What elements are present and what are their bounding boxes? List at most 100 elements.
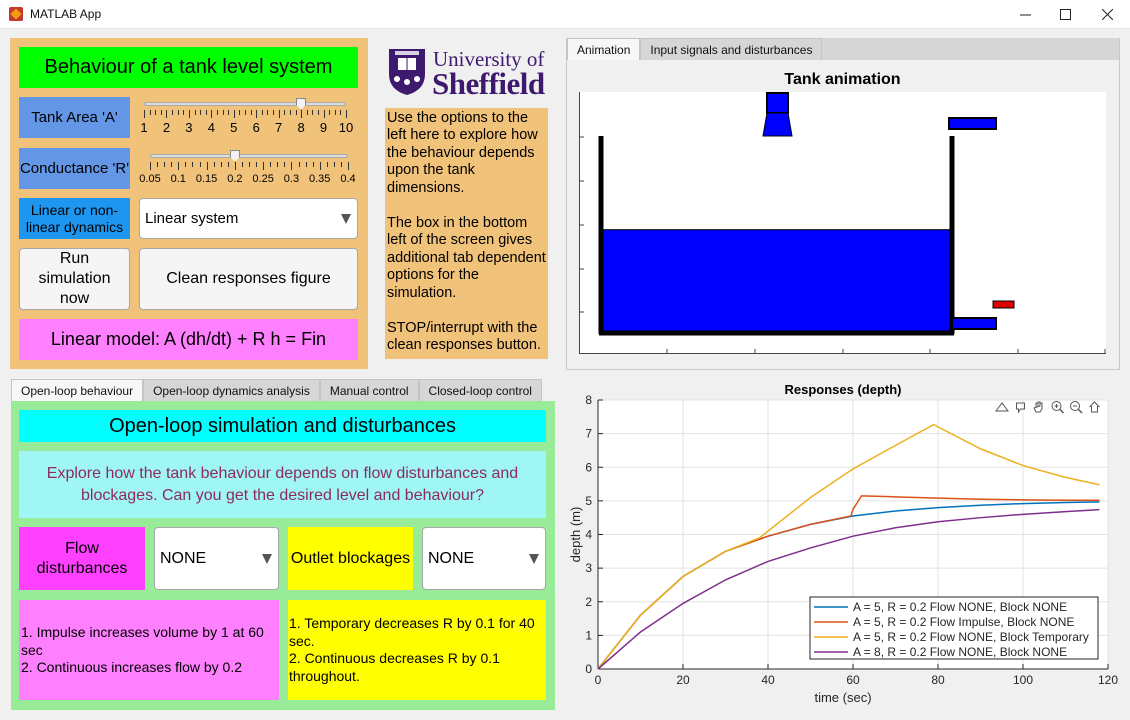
slider-tick-label: 6 bbox=[252, 120, 260, 135]
slider-tick bbox=[239, 110, 241, 115]
slider-tick bbox=[295, 110, 297, 115]
close-button[interactable] bbox=[1084, 0, 1130, 29]
data-tips-icon[interactable] bbox=[1016, 402, 1025, 414]
export-icon[interactable] bbox=[995, 402, 1009, 412]
y-axis-label: depth (m) bbox=[568, 507, 583, 563]
flow-disturbances-dropdown[interactable]: NONE bbox=[154, 527, 279, 590]
legend-entry: A = 8, R = 0.2 Flow NONE, Block NONE bbox=[853, 645, 1067, 659]
clean-responses-button[interactable]: Clean responses figure bbox=[139, 248, 358, 310]
open-loop-title: Open-loop simulation and disturbances bbox=[19, 410, 546, 442]
conductance-slider-thumb[interactable] bbox=[230, 150, 240, 162]
slider-tick bbox=[270, 162, 272, 167]
instructions-text-2: The box in the bottom left of the screen… bbox=[387, 215, 546, 301]
slider-tick-label: 0.4 bbox=[340, 173, 356, 185]
slider-tick bbox=[233, 110, 235, 118]
outlet-blockages-dropdown[interactable]: NONE bbox=[422, 527, 546, 590]
slider-tick bbox=[150, 162, 151, 170]
tank-area-slider-thumb[interactable] bbox=[296, 98, 306, 110]
pan-icon[interactable] bbox=[1033, 401, 1043, 413]
y-tick-label: 3 bbox=[585, 561, 592, 575]
slider-tick-label: 1 bbox=[140, 120, 148, 135]
slider-tick bbox=[199, 162, 201, 167]
slider-tick bbox=[305, 162, 307, 167]
app-heading: Behaviour of a tank level system bbox=[19, 47, 358, 88]
tab-closed-loop-control[interactable]: Closed-loop control bbox=[418, 379, 542, 401]
home-icon[interactable] bbox=[1089, 401, 1100, 413]
slider-tick bbox=[284, 162, 286, 167]
tab-animation[interactable]: Animation bbox=[567, 38, 641, 61]
slider-tick bbox=[256, 110, 258, 118]
slider-tick-label: 3 bbox=[185, 120, 193, 135]
x-tick-label: 0 bbox=[595, 673, 602, 687]
slider-tick bbox=[183, 110, 185, 115]
logo-line-1: University of bbox=[433, 47, 545, 71]
x-tick-label: 60 bbox=[846, 673, 860, 687]
model-equation: Linear model: A (dh/dt) + R h = Fin bbox=[19, 319, 358, 360]
instructions-text-3: STOP/interrupt with the clean responses … bbox=[387, 320, 541, 354]
slider-tick bbox=[306, 110, 308, 115]
slider-tick bbox=[206, 162, 208, 170]
slider-tick bbox=[178, 162, 180, 170]
slider-tick bbox=[171, 162, 173, 167]
slider-tick-label: 2 bbox=[162, 120, 171, 135]
tab-open-loop-behaviour[interactable]: Open-loop behaviour bbox=[11, 379, 144, 402]
tab-manual-control[interactable]: Manual control bbox=[319, 379, 419, 401]
outlet-info-box: 1. Temporary decreases R by 0.1 for 40 s… bbox=[288, 600, 546, 700]
logo-line-2: Sheffield bbox=[432, 66, 545, 101]
tab-open-loop-dynamics[interactable]: Open-loop dynamics analysis bbox=[143, 379, 320, 401]
zoom-out-icon[interactable] bbox=[1070, 401, 1083, 414]
x-axis-label: time (sec) bbox=[814, 690, 871, 705]
flow-disturbances-label: Flow disturbances bbox=[19, 527, 145, 590]
slider-tick bbox=[245, 110, 246, 115]
instructions-text-1: Use the options to the left here to expl… bbox=[387, 110, 538, 196]
slider-tick bbox=[312, 110, 314, 115]
outlet-flow-indicator bbox=[992, 300, 1015, 309]
dynamics-label: Linear or non-linear dynamics bbox=[19, 198, 130, 239]
slider-tick bbox=[160, 110, 162, 115]
legend-entry: A = 5, R = 0.2 Flow Impulse, Block NONE bbox=[853, 615, 1074, 629]
chart-title: Responses (depth) bbox=[784, 382, 901, 397]
slider-tick-label: 10 bbox=[338, 120, 354, 135]
series-line-3 bbox=[597, 423, 1100, 670]
maximize-button[interactable] bbox=[1042, 0, 1088, 29]
slider-tick bbox=[256, 162, 258, 167]
tank-area-slider[interactable]: 1 2 3 4 5 6 7 8 9 10 bbox=[138, 94, 358, 138]
series-line-4 bbox=[597, 508, 1100, 670]
slider-tick-label: 0.15 bbox=[195, 173, 218, 185]
chevron-down-icon bbox=[341, 213, 351, 224]
slider-tick bbox=[263, 162, 265, 170]
tab-input-signals[interactable]: Input signals and disturbances bbox=[640, 38, 823, 60]
slider-tick bbox=[326, 162, 328, 167]
slider-tick-label: 0.25 bbox=[252, 173, 274, 185]
chevron-down-icon bbox=[262, 553, 272, 564]
slider-tick bbox=[234, 162, 236, 170]
legend-entry: A = 5, R = 0.2 Flow NONE, Block Temporar… bbox=[853, 630, 1089, 644]
responses-chart: 0 20 40 60 80 100 120 0 1 2 3 4 5 6 7 8 Responses (depth… bbox=[568, 382, 1118, 705]
slider-tick bbox=[188, 110, 190, 118]
slider-tick bbox=[241, 162, 243, 167]
slider-tick bbox=[334, 110, 336, 115]
slider-tick bbox=[278, 110, 280, 118]
slider-tick bbox=[213, 162, 215, 167]
slider-tick bbox=[340, 162, 342, 167]
flow-info-1: 1. Impulse increases volume by 1 at 60 s… bbox=[21, 624, 264, 658]
y-tick-label: 1 bbox=[585, 628, 592, 642]
minimize-button[interactable] bbox=[1002, 0, 1048, 29]
y-tick-label: 5 bbox=[585, 494, 592, 508]
tank-body bbox=[598, 136, 955, 336]
slider-tick bbox=[319, 162, 321, 170]
y-tick-label: 0 bbox=[585, 662, 592, 676]
slider-tick bbox=[149, 110, 151, 115]
slider-tick bbox=[216, 110, 218, 115]
dynamics-dropdown[interactable]: Linear system bbox=[139, 198, 358, 239]
tank-area-label: Tank Area 'A' bbox=[19, 97, 130, 138]
x-tick-label: 20 bbox=[676, 673, 690, 687]
run-simulation-button[interactable]: Run simulation now bbox=[19, 248, 130, 310]
zoom-in-icon[interactable] bbox=[1051, 401, 1065, 414]
conductance-slider[interactable]: 0.05 0.1 0.15 0.2 0.25 0.3 0.35 0.4 bbox=[138, 145, 358, 189]
slider-tick bbox=[228, 110, 230, 115]
open-loop-subtitle: Explore how the tank behaviour depends o… bbox=[19, 451, 546, 518]
slider-tick bbox=[333, 162, 335, 167]
slider-tick-label: 7 bbox=[275, 120, 283, 135]
slider-tick bbox=[329, 110, 331, 115]
